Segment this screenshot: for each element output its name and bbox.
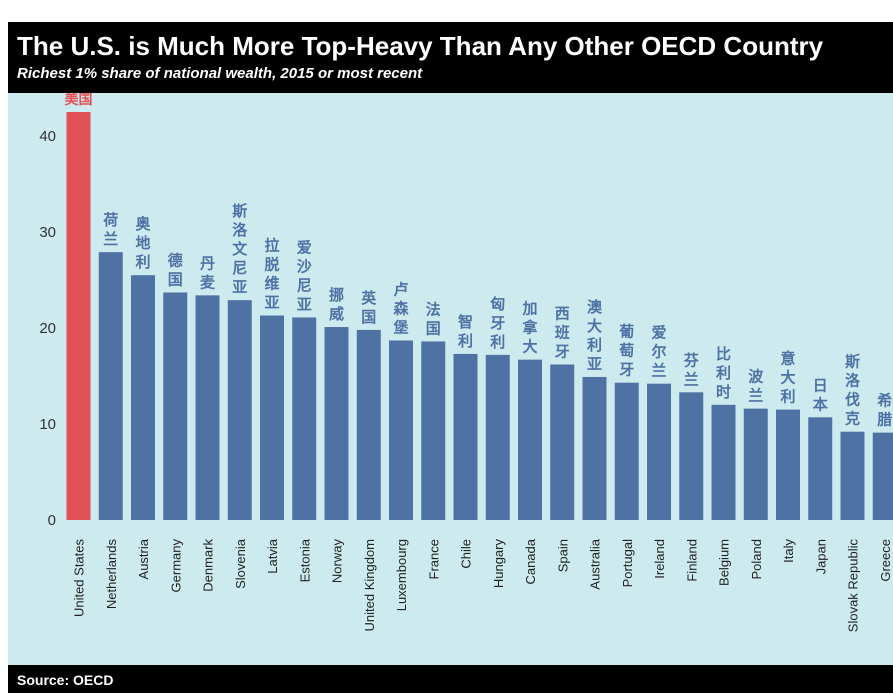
x-tick-label: Canada <box>523 538 538 584</box>
x-tick-label: Italy <box>781 539 796 563</box>
bar-label-cn: 智利 <box>458 313 473 350</box>
bar-austria <box>131 275 155 520</box>
x-tick-label: Slovenia <box>233 538 248 589</box>
bar-japan <box>808 417 833 520</box>
bar-label-cn: 意大利 <box>780 350 795 406</box>
bar-label-cn: 丹麦 <box>200 254 216 291</box>
x-tick-label: Norway <box>330 539 345 584</box>
bar-chile <box>453 353 478 520</box>
y-tick-label: 30 <box>39 224 56 241</box>
y-tick-label: 0 <box>48 512 56 529</box>
x-tick-label: Japan <box>813 539 828 574</box>
chart-footer: Source: OECD <box>8 665 893 693</box>
bar-france <box>421 341 446 520</box>
bar-finland <box>679 392 704 520</box>
x-tick-label: Hungary <box>491 539 506 589</box>
bar-label-cn: 斯洛伐克 <box>845 353 861 428</box>
bar-spain <box>550 364 575 520</box>
bar-united-kingdom <box>356 329 381 520</box>
bar-label-cn: 澳大利亚 <box>587 298 603 373</box>
x-tick-label: Finland <box>684 539 699 582</box>
bar-ireland <box>647 383 671 520</box>
bar-belgium <box>711 404 736 520</box>
x-tick-label: Austria <box>136 538 151 579</box>
x-tick-label: Poland <box>749 539 764 579</box>
x-tick-label: Belgium <box>717 539 732 586</box>
bar-label-cn: 挪威 <box>329 286 344 323</box>
bar-label-cn: 德国 <box>168 251 183 288</box>
bar-denmark <box>195 295 220 520</box>
source-note: Source: OECD <box>17 672 114 688</box>
bar-canada <box>518 359 542 520</box>
y-tick-label: 20 <box>39 320 56 337</box>
x-tick-label: United States <box>72 539 87 618</box>
bar-portugal <box>614 382 639 520</box>
x-tick-label: Australia <box>588 538 603 589</box>
x-tick-label: Greece <box>878 539 893 582</box>
bar-label-cn: 匈牙利 <box>490 295 505 351</box>
bar-poland <box>743 408 768 520</box>
y-tick-label: 10 <box>39 416 56 433</box>
x-tick-label: Estonia <box>297 538 312 582</box>
x-tick-label: Luxembourg <box>394 539 409 611</box>
bar-label-cn: 波兰 <box>748 368 764 405</box>
bar-label-cn: 奥地利 <box>135 215 151 271</box>
bar-label-cn: 英国 <box>361 289 377 326</box>
bar-label-cn: 日本 <box>813 376 828 413</box>
bar-netherlands <box>98 252 123 520</box>
bar-label-cn: 爱沙尼亚 <box>297 238 312 313</box>
x-tick-label: France <box>426 539 441 579</box>
bar-label-cn: 希腊 <box>877 392 892 429</box>
plot-area: 0 10 20 30 40 美国 United States 荷兰 Netherlands 奥地利… <box>8 93 893 665</box>
bar-luxembourg <box>389 340 413 520</box>
bar-estonia <box>292 317 317 520</box>
bar-germany <box>163 292 188 520</box>
bar-label-cn: 爱尔兰 <box>651 324 666 380</box>
bar-united-states <box>66 112 91 520</box>
x-tick-label: Spain <box>555 539 570 572</box>
bar-australia <box>582 376 607 520</box>
bar-label-cn: 芬兰 <box>684 351 700 388</box>
bar-label-cn: 卢森堡 <box>393 280 409 336</box>
bar-slovenia <box>227 300 252 520</box>
x-tick-label: Ireland <box>652 539 667 579</box>
bar-label-cn: 葡萄牙 <box>618 323 634 379</box>
x-tick-label: Chile <box>459 539 474 569</box>
x-tick-label: Netherlands <box>104 539 119 610</box>
chart-subtitle: Richest 1% share of national wealth, 201… <box>17 65 423 82</box>
bar-hungary <box>485 354 510 520</box>
x-tick-label: Germany <box>168 539 183 593</box>
bar-label-cn: 加拿大 <box>521 300 538 356</box>
chart-title: The U.S. is Much More Top-Heavy Than Any… <box>17 31 824 61</box>
chart-header: The U.S. is Much More Top-Heavy Than Any… <box>8 22 893 93</box>
bar-greece <box>872 432 893 520</box>
bar-label-cn: 拉脱维亚 <box>264 237 279 312</box>
bar-norway <box>324 327 349 520</box>
bar-latvia <box>260 315 284 520</box>
x-tick-label: Portugal <box>620 539 635 588</box>
x-tick-label: United Kingdom <box>362 539 377 632</box>
bar-label-cn: 法国 <box>426 300 441 337</box>
x-tick-label: Denmark <box>201 539 216 592</box>
bar-label-cn: 比利时 <box>716 345 731 401</box>
x-tick-label: Slovak Republic <box>846 539 861 633</box>
bar-label-cn: 荷兰 <box>103 211 118 248</box>
bar-label-cn: 西班牙 <box>555 304 570 360</box>
bar-label-cn: 美国 <box>65 93 93 108</box>
bar-italy <box>776 409 800 520</box>
bar-label-cn: 斯洛文尼亚 <box>232 202 248 296</box>
x-tick-label: Latvia <box>265 538 280 573</box>
bar-slovak-republic <box>840 431 865 520</box>
bar-chart: 0 10 20 30 40 美国 United States 荷兰 Netherlands 奥地利… <box>39 93 893 633</box>
y-tick-label: 40 <box>39 128 56 145</box>
